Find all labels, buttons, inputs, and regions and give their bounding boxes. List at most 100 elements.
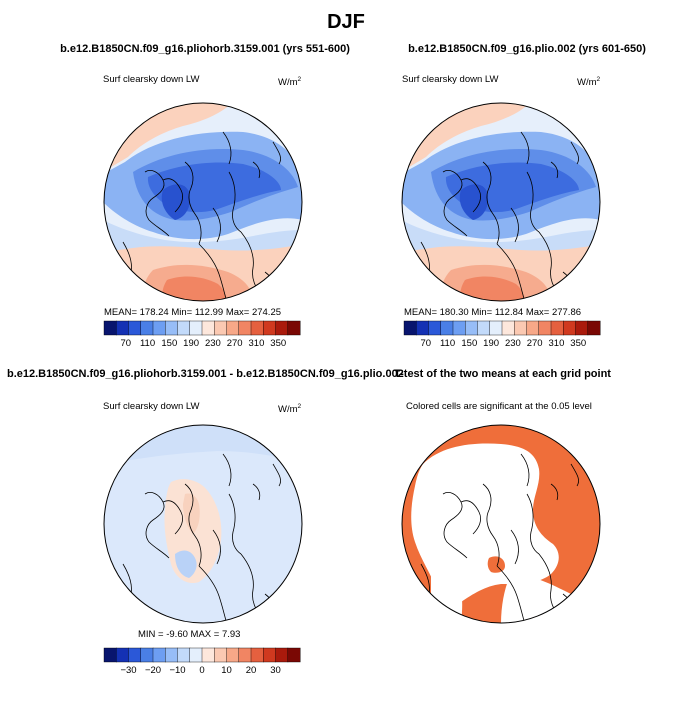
panel-2-colorbar-tick-label: 190 [483, 338, 499, 349]
panel-4-title: T-test of the two means at each grid poi… [394, 368, 611, 380]
panel-2-colorbar-swatch [489, 320, 503, 336]
panel-1-colorbar-swatch [128, 320, 142, 336]
panel-4-map [401, 424, 601, 624]
panel-1-colorbar-swatch [165, 320, 179, 336]
panel-1-colorbar-tick-label: 230 [205, 338, 221, 349]
panel-3-colorbar-swatch [275, 647, 289, 663]
map-border [401, 102, 601, 302]
panel-3-colorbar-swatch [214, 647, 228, 663]
panel-1-colorbar-tick-label: 110 [140, 338, 155, 349]
panel-3-colorbar-swatch [128, 647, 142, 663]
panel-1-colorbar: 70 110 150 190 230 270 310 350 [103, 320, 301, 349]
panel-2-colorbar-swatch [563, 320, 577, 336]
panel-3-colorbar-tick-label: 10 [221, 665, 232, 676]
panel-3-colorbar-tick-label: −20 [145, 665, 161, 676]
coastlines [420, 131, 579, 301]
panel-1-colorbar-tick-label: 190 [183, 338, 199, 349]
panel-2-colorbar-tick-label: 310 [549, 338, 565, 349]
map-border [103, 102, 303, 302]
warm-region-bottom-core [460, 276, 525, 301]
panel-1-colorbar-swatch [238, 320, 252, 336]
panel-2-colorbar-swatch [477, 320, 491, 336]
panel-3-map [103, 424, 303, 624]
panel-1-colorbar-tick-label: 310 [249, 338, 265, 349]
panel-1-colorbar-swatch [250, 320, 264, 336]
panel-1-map [103, 102, 303, 302]
panel-2-colorbar-swatch [575, 320, 589, 336]
panel-1-stats: MEAN= 178.24 Min= 112.99 Max= 274.25 [104, 307, 282, 318]
panel-3-colorbar-swatch [152, 647, 166, 663]
map-border [103, 424, 303, 624]
panel-2-colorbar-swatch [452, 320, 466, 336]
panel-3-colorbar-swatch [177, 647, 191, 663]
panel-2-colorbar-swatch [428, 320, 442, 336]
panel-2-colorbar-tick-label: 270 [527, 338, 543, 349]
panel-1-colorbar-swatch [152, 320, 166, 336]
panel-3-colorbar-swatch [263, 647, 277, 663]
panel-3-colorbar: −30 −20 −10 0 10 20 30 [103, 647, 301, 676]
panel-3-colorbar-tick-label: −30 [120, 665, 136, 676]
panel-3-colorbar-swatch [250, 647, 264, 663]
panel-2-colorbar-swatch [416, 320, 430, 336]
panel-1-colorbar-swatch [140, 320, 154, 336]
panel-2-colorbar-swatch [526, 320, 540, 336]
panel-3-units: W/m2 [278, 403, 302, 416]
panel-3-colorbar-swatch [140, 647, 154, 663]
panel-2-colorbar-swatch [538, 320, 552, 336]
panel-3-colorbar-swatch [238, 647, 252, 663]
diff-negative-spot [175, 550, 197, 578]
panel-2-colorbar: 70 110 150 190 230 270 310 350 [403, 320, 601, 349]
panel-3-stats: MIN = -9.60 MAX = 7.93 [138, 629, 241, 640]
panel-2-colorbar-tick-label: 150 [461, 338, 477, 349]
panel-1-colorbar-swatch [116, 320, 130, 336]
panel-1-colorbar-swatch [287, 320, 301, 336]
panel-3-colorbar-tick-label: 0 [199, 665, 204, 676]
panel-1-colorbar-tick-label: 270 [227, 338, 243, 349]
cold-core [459, 184, 489, 220]
panel-2-colorbar-tick-label: 70 [420, 338, 431, 349]
transition-band [104, 220, 302, 252]
panel-3-colorbar-swatch [189, 647, 203, 663]
panel-1-colorbar-swatch [177, 320, 191, 336]
panel-3-colorbar-tick-label: 20 [246, 665, 257, 676]
panel-2-colorbar-swatch [514, 320, 528, 336]
panel-3-colorbar-tick-label: 30 [270, 665, 281, 676]
panel-2-variable: Surf clearsky down LW [402, 74, 499, 85]
panel-1-units: W/m2 [278, 76, 302, 89]
panel-2-map [401, 102, 601, 302]
panel-3-colorbar-swatch [226, 647, 240, 663]
panel-3-variable: Surf clearsky down LW [103, 401, 200, 412]
significant-patch [487, 556, 505, 573]
panel-2-colorbar-swatch [440, 320, 454, 336]
panel-3-colorbar-swatch [165, 647, 179, 663]
panel-1-colorbar-swatch [226, 320, 240, 336]
diff-positive-core [183, 493, 200, 534]
panel-1-colorbar-swatch [103, 320, 117, 336]
panel-2-colorbar-swatch [587, 320, 601, 336]
season-title: DJF [327, 11, 365, 33]
panel-1-colorbar-swatch [263, 320, 277, 336]
panel-1-title: b.e12.B1850CN.f09_g16.pliohorb.3159.001 … [60, 43, 350, 55]
panel-4-subtitle: Colored cells are significant at the 0.0… [406, 401, 592, 412]
panel-3-title: b.e12.B1850CN.f09_g16.pliohorb.3159.001 … [7, 368, 404, 380]
panel-1-colorbar-swatch [201, 320, 215, 336]
panel-2-stats: MEAN= 180.30 Min= 112.84 Max= 277.86 [404, 307, 582, 318]
panel-3-colorbar-swatch [201, 647, 215, 663]
panel-1-colorbar-tick-label: 70 [120, 338, 131, 349]
panel-2-colorbar-swatch [501, 320, 515, 336]
panel-2-colorbar-tick-label: 230 [505, 338, 521, 349]
panel-2-colorbar-tick-label: 350 [570, 338, 586, 349]
panel-2-title: b.e12.B1850CN.f09_g16.plio.002 (yrs 601-… [408, 43, 646, 55]
transition-band [402, 220, 600, 252]
panel-2-colorbar-swatch [403, 320, 417, 336]
panel-2-units: W/m2 [577, 76, 601, 89]
cold-core [161, 184, 191, 220]
panel-1-colorbar-swatch [214, 320, 228, 336]
panel-1-colorbar-swatch [189, 320, 203, 336]
panel-3-colorbar-swatch [287, 647, 301, 663]
map-border [401, 424, 601, 624]
panel-1-colorbar-swatch [275, 320, 289, 336]
panel-2-colorbar-swatch [465, 320, 479, 336]
panel-1-variable: Surf clearsky down LW [103, 74, 200, 85]
warm-region-bottom-core [162, 276, 227, 301]
